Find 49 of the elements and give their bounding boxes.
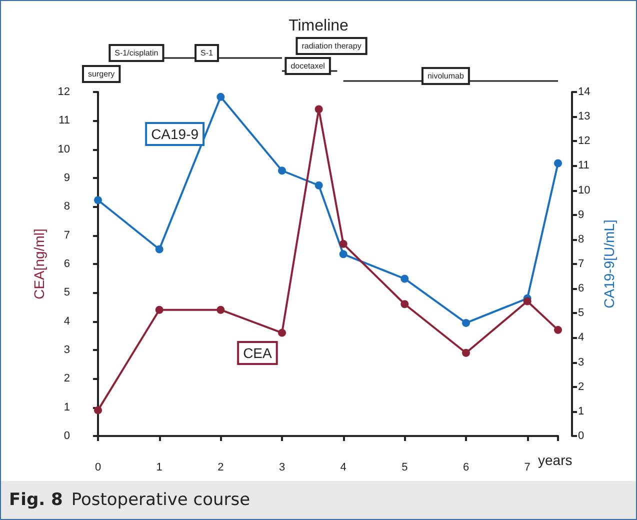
y2-tick-label: 10 bbox=[578, 184, 590, 196]
y2-tick-label: 2 bbox=[578, 380, 584, 393]
y2-axis-title: CA19-9[U/mL] bbox=[601, 220, 617, 308]
series-label: CEA bbox=[243, 345, 273, 361]
y2-tick-label: 12 bbox=[578, 135, 590, 148]
y2-tick-label: 5 bbox=[578, 307, 584, 320]
y-tick-label: 6 bbox=[64, 258, 70, 270]
x-tick-label: 7 bbox=[524, 462, 530, 474]
y2-tick-label: 14 bbox=[578, 86, 590, 98]
y-tick-label: 0 bbox=[64, 430, 70, 442]
y-tick-label: 3 bbox=[64, 344, 70, 356]
y2-tick-label: 8 bbox=[578, 233, 584, 246]
y2-tick-label: 6 bbox=[578, 282, 584, 295]
y2-tick-label: 7 bbox=[578, 258, 584, 270]
chart-title: Timeline bbox=[288, 18, 349, 34]
text: radiation therapy bbox=[302, 42, 362, 50]
x-tick-label: 2 bbox=[218, 462, 224, 474]
text: surgery bbox=[88, 70, 115, 78]
y-tick-label: 2 bbox=[64, 372, 70, 385]
x-tick-label: 5 bbox=[402, 462, 408, 474]
text: S-1 bbox=[200, 48, 214, 58]
y-tick-label: 10 bbox=[58, 143, 70, 156]
y2-tick-label: 0 bbox=[578, 430, 584, 442]
x-tick-label: 6 bbox=[462, 462, 470, 474]
caption: Fig. 8 Postoperative course bbox=[1, 481, 636, 519]
y-tick-label: 7 bbox=[64, 229, 70, 242]
x-tick-label: 3 bbox=[278, 462, 286, 474]
y2-tick-label: 11 bbox=[578, 160, 590, 172]
y2-tick-label: 4 bbox=[578, 332, 584, 344]
x-tick-label: 0 bbox=[94, 462, 102, 474]
y-tick-label: 5 bbox=[64, 286, 70, 299]
x-axis-title: years bbox=[538, 452, 572, 468]
y-axis-title: CEA[ng/ml] bbox=[31, 228, 47, 300]
y-tick-label: 12 bbox=[58, 86, 70, 98]
x-tick-label: 1 bbox=[156, 462, 162, 474]
x-tick-label: 4 bbox=[340, 462, 346, 474]
text: S-1/cisplatin bbox=[114, 48, 158, 58]
text: docetaxel bbox=[290, 62, 326, 70]
y2-tick-label: 9 bbox=[578, 208, 584, 221]
y-tick-label: 11 bbox=[58, 114, 70, 127]
y-tick-label: 4 bbox=[64, 315, 70, 328]
y-tick-label: 8 bbox=[64, 200, 70, 213]
y-tick-label: 1 bbox=[64, 401, 70, 414]
y-tick-label: 9 bbox=[64, 172, 70, 184]
y2-tick-label: 1 bbox=[578, 405, 584, 418]
text: nivolumab bbox=[427, 72, 464, 80]
y2-tick-label: 3 bbox=[578, 356, 584, 368]
y2-tick-label: 13 bbox=[578, 110, 590, 123]
series-label: CA19-9 bbox=[151, 126, 199, 142]
